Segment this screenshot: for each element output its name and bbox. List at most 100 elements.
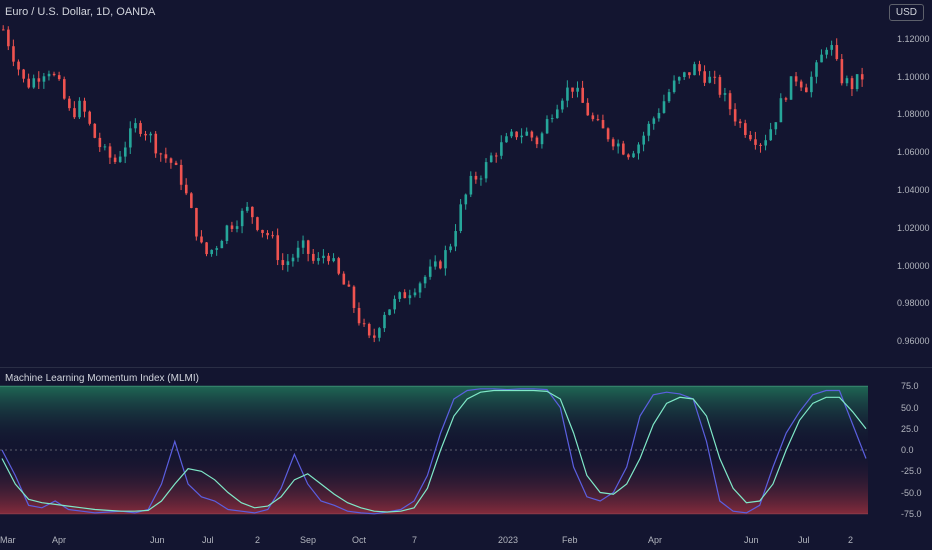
- candle-body: [444, 250, 447, 269]
- candle-body: [184, 184, 188, 194]
- candle-body: [123, 147, 127, 157]
- candle-body: [652, 118, 656, 124]
- time-axis-label: Jul: [202, 535, 214, 545]
- candle-body: [469, 175, 473, 195]
- candle-body: [261, 229, 264, 233]
- candle-body: [403, 292, 407, 299]
- candle-body: [855, 74, 859, 90]
- candle-body: [12, 46, 15, 62]
- candle-body: [494, 155, 498, 157]
- candle-body: [581, 87, 584, 103]
- candle-body: [332, 258, 335, 262]
- candle-body: [174, 162, 178, 165]
- price-axis-label: 1.08000: [897, 109, 930, 120]
- candle-body: [601, 120, 605, 129]
- candle-body: [103, 146, 107, 148]
- candle-body: [93, 123, 97, 138]
- candle-body: [210, 249, 213, 255]
- candle-body: [312, 253, 315, 261]
- candle-body: [784, 98, 788, 100]
- candle-body: [505, 136, 508, 143]
- price-axis-label: 1.00000: [897, 260, 930, 271]
- candle-body: [591, 115, 595, 120]
- candle-body: [301, 240, 305, 248]
- candle-body: [754, 139, 757, 145]
- candle-body: [154, 133, 158, 154]
- time-axis-label: Sep: [300, 535, 317, 545]
- candle-body: [825, 49, 828, 55]
- candle-body: [850, 78, 854, 90]
- candle-body: [281, 260, 285, 266]
- time-axis-label: Jun: [744, 535, 759, 545]
- candle-body: [245, 206, 249, 211]
- time-axis-label: 2023: [498, 535, 519, 545]
- candle-body: [576, 87, 579, 92]
- time-axis-label: Jun: [150, 535, 165, 545]
- candle-body: [703, 71, 706, 83]
- candle-body: [677, 77, 681, 81]
- time-axis-label: Oct: [352, 535, 367, 545]
- candle-body: [515, 131, 518, 138]
- candle-body: [718, 77, 722, 95]
- candle-body: [215, 248, 219, 250]
- candle-body: [464, 194, 468, 205]
- time-axis-label: Mar: [0, 535, 16, 545]
- indicator-axis-label: -25.0: [901, 466, 922, 477]
- candle-body: [779, 98, 783, 123]
- candle-body: [667, 92, 671, 102]
- candle-body: [78, 100, 81, 118]
- indicator-axis-label: 0.0: [901, 445, 914, 455]
- candle-body: [733, 109, 737, 122]
- candle-body: [179, 164, 183, 185]
- candle-body: [37, 78, 41, 82]
- candle-body: [728, 93, 732, 110]
- lower-zone-fill: [0, 450, 868, 514]
- candle-body: [571, 87, 574, 92]
- candle-body: [489, 155, 493, 163]
- candle-body: [423, 276, 427, 284]
- price-axis-label: 1.06000: [897, 147, 930, 158]
- candle-body: [815, 62, 818, 77]
- panel-divider[interactable]: [0, 367, 932, 368]
- time-axis-label: Apr: [52, 535, 67, 545]
- candle-body: [169, 158, 173, 163]
- candle-body: [190, 193, 193, 208]
- candle-body: [561, 100, 564, 110]
- candle-body: [388, 309, 391, 315]
- candle-body: [799, 81, 803, 88]
- candle-body: [693, 64, 696, 76]
- candle-body: [164, 154, 168, 159]
- candle-body: [22, 69, 25, 79]
- currency-button[interactable]: USD: [888, 4, 924, 21]
- candle-body: [500, 142, 503, 156]
- candle-body: [683, 72, 686, 78]
- candle-body: [398, 292, 402, 299]
- price-axis-label: 1.04000: [897, 185, 930, 195]
- candle-body: [296, 247, 300, 258]
- price-axis-label: 0.98000: [897, 298, 930, 309]
- candle-body: [540, 133, 544, 145]
- candle-body: [347, 284, 351, 287]
- candle-body: [240, 210, 244, 227]
- time-axis-label: 2: [255, 535, 261, 545]
- indicator-axis-label: -75.0: [901, 508, 922, 519]
- candle-body: [327, 255, 330, 262]
- candle-body: [596, 119, 600, 121]
- indicator-axis-label: 75.0: [901, 381, 919, 392]
- indicator-title[interactable]: Machine Learning Momentum Index (MLMI): [5, 373, 199, 384]
- candle-body: [774, 122, 778, 130]
- candle-body: [845, 78, 849, 84]
- candle-body: [251, 206, 254, 218]
- candle-body: [88, 111, 91, 124]
- time-axis-label: Feb: [562, 535, 578, 545]
- symbol-title[interactable]: Euro / U.S. Dollar, 1D, OANDA: [5, 6, 156, 18]
- candle-body: [672, 80, 676, 93]
- candle-body: [810, 76, 813, 93]
- candle-body: [235, 226, 239, 229]
- candle-body: [520, 135, 523, 138]
- candle-body: [27, 78, 31, 88]
- candle-body: [32, 78, 36, 88]
- candle-body: [830, 45, 834, 50]
- candle-body: [418, 283, 422, 293]
- candle-body: [357, 307, 361, 324]
